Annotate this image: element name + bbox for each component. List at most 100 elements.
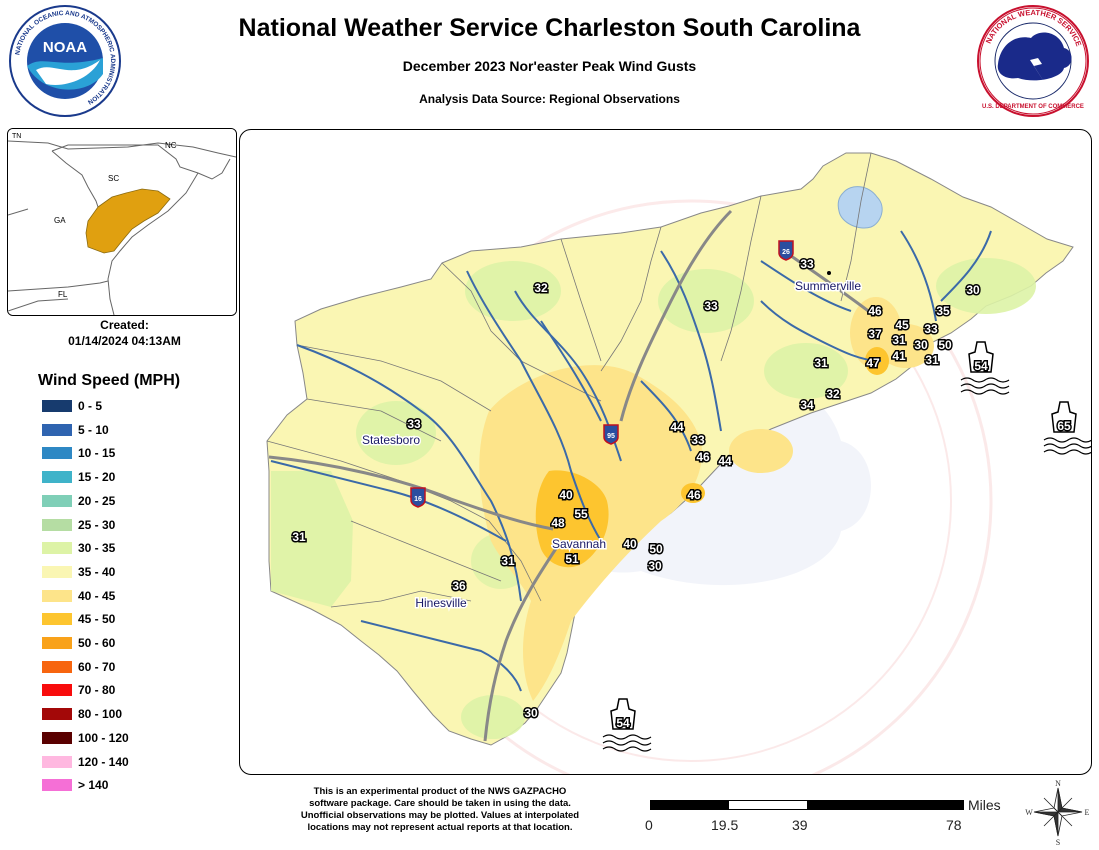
legend-label: 25 - 30 [78,518,116,532]
inset-locator-map: NC SC GA FL TN [7,128,237,316]
svg-text:54: 54 [974,359,988,373]
disclaimer-line: This is an experimental product of the N… [313,786,567,797]
scale-bar [650,800,964,810]
legend-item: 20 - 25 [42,493,115,509]
legend-item: 80 - 100 [42,706,122,722]
gust-label: 48 [551,516,565,530]
legend-item: 0 - 5 [42,398,102,414]
interstate-roads [268,209,872,742]
gust-label: 55 [574,507,588,521]
gust-label: 33 [924,322,938,336]
gust-label: 33 [800,257,814,271]
legend-label: 30 - 35 [78,541,116,555]
legend-item: 40 - 45 [42,588,115,604]
legend-item: 100 - 120 [42,730,129,746]
disclaimer-line: locations may not represent actual repor… [307,822,573,833]
gust-label: 41 [892,349,906,363]
city-savannah: Savannah [550,536,607,553]
legend-label: 70 - 80 [78,683,116,697]
scale-tick: 19.5 [711,817,739,833]
svg-text:95: 95 [607,433,615,440]
legend-label: 45 - 50 [78,612,116,626]
compass-s: S [1056,838,1060,846]
legend-swatch [42,424,72,436]
legend-item: 120 - 140 [42,754,129,770]
inset-label-ga: GA [54,216,66,225]
gust-label: 44 [718,454,732,468]
legend-item: 15 - 20 [42,469,115,485]
gust-label: 47 [866,356,880,370]
svg-text:16: 16 [414,496,422,503]
gust-label: 31 [925,353,939,367]
main-map: 26 95 16 Summerville Statesboro Savannah… [239,129,1092,775]
compass-rose-icon: N E S W [1025,779,1089,846]
gust-label: 32 [534,281,548,295]
legend-item: 45 - 50 [42,611,115,627]
gust-label: 33 [407,417,421,431]
gust-label: 33 [704,299,718,313]
legend-swatch [42,566,72,578]
legend-label: 40 - 45 [78,589,116,603]
gust-label: 51 [565,552,579,566]
scale-unit: Miles [968,797,1001,813]
legend-item: 5 - 10 [42,422,109,438]
legend-label: 50 - 60 [78,636,116,650]
legend-swatch [42,400,72,412]
legend-swatch [42,708,72,720]
legend-item: 10 - 15 [42,445,115,461]
scale-tick: 0 [645,817,653,833]
gust-label: 50 [649,542,663,556]
legend-label: > 140 [78,778,109,792]
legend-label: 0 - 5 [78,399,103,413]
buoy-3: 54 [602,698,652,752]
interstate-16-shield: 16 [410,487,426,508]
svg-text:65: 65 [1057,419,1071,433]
created-date: 01/14/2024 04:13AM [68,334,181,348]
noaa-logo: NATIONAL OCEANIC AND ATMOSPHERIC ADMINIS… [9,5,121,117]
legend-item: 30 - 35 [42,540,115,556]
svg-text:54: 54 [616,716,630,730]
legend-swatch [42,637,72,649]
compass-w: W [1025,808,1033,817]
inset-label-tn: TN [12,133,21,140]
disclaimer-line: software package. Care should be taken i… [309,798,571,809]
buoy-2: 65 [1043,401,1091,455]
legend-title: Wind Speed (MPH) [38,372,181,389]
gust-label: 46 [868,304,882,318]
legend-label: 20 - 25 [78,494,116,508]
compass-n: N [1055,779,1061,788]
legend-item: 35 - 40 [42,564,115,580]
legend-label: 60 - 70 [78,660,116,674]
scale-tick: 78 [946,817,962,833]
gust-label: 31 [292,530,306,544]
gust-label: 37 [868,327,882,341]
gust-labels: 32 33 33 30 35 46 45 33 37 31 30 50 41 3… [291,256,982,722]
legend-swatch [42,519,72,531]
legend-label: 120 - 140 [78,755,129,769]
legend-item: 25 - 30 [42,517,115,533]
gust-label: 45 [895,318,909,332]
data-source-label: Analysis Data Source: Regional Observati… [419,92,680,106]
svg-text:Summerville: Summerville [795,279,861,293]
gust-shading [271,258,1036,739]
gust-label: 35 [936,304,950,318]
map-subtitle: December 2023 Nor'easter Peak Wind Gusts [402,58,697,74]
gust-label: 30 [966,283,980,297]
created-label: Created: [100,318,149,332]
map-title: National Weather Service Charleston Sout… [238,14,861,42]
inset-label-fl: FL [58,290,68,299]
nws-bottom-text: U.S. DEPARTMENT OF COMMERCE [982,104,1084,110]
svg-text:Statesboro: Statesboro [362,433,420,447]
legend-swatch [42,590,72,602]
gust-label: 50 [938,338,952,352]
gust-label: 44 [670,420,684,434]
legend-label: 100 - 120 [78,731,129,745]
gust-label: 30 [524,706,538,720]
city-hinesville: Hinesville [414,595,469,612]
inset-label-sc: SC [108,174,119,183]
gust-label: 46 [696,450,710,464]
legend-label: 10 - 15 [78,446,116,460]
disclaimer: This is an experimental product of the N… [270,786,610,834]
city-summerville: Summerville [793,271,863,295]
interstate-26-shield: 26 [778,240,794,261]
